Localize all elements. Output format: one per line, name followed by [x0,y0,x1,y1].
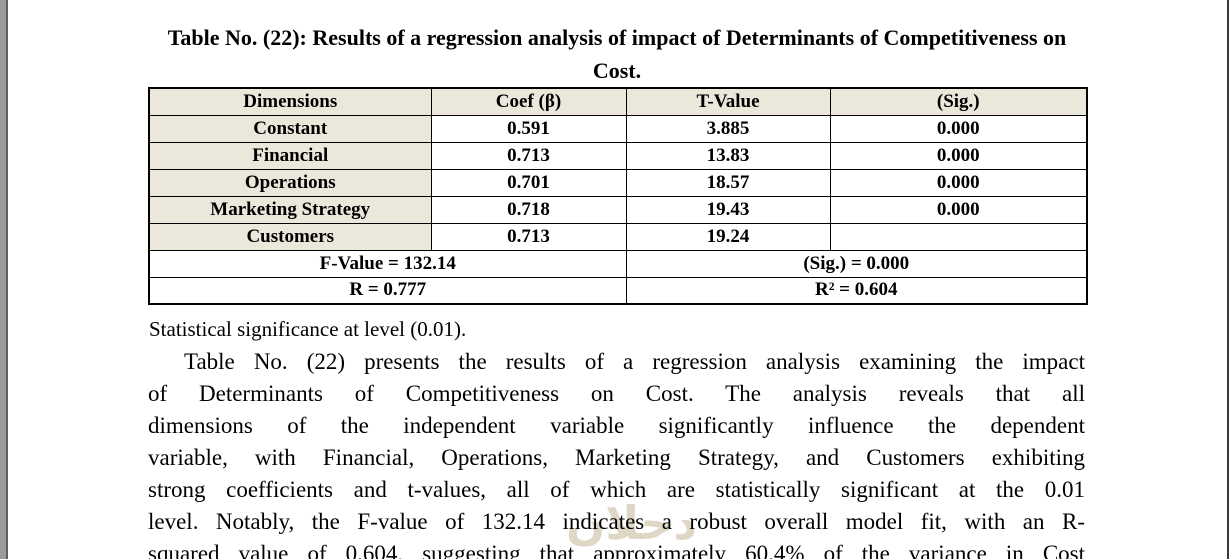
table-row: Operations 0.701 18.57 0.000 [148,168,1088,197]
paragraph-line: dimensions of the independent variable s… [148,413,1085,438]
page-left-edge-bar [0,0,6,559]
summary-row-r: R = 0.777 R² = 0.604 [148,276,1088,305]
cell-coef: 0.718 [430,195,627,224]
table-row: Customers 0.713 19.24 [148,222,1088,251]
cell-dimension: Customers [148,222,432,251]
cell-dimension: Operations [148,168,432,197]
cell-tvalue: 19.43 [625,195,831,224]
table-caption: Table No. (22): Results of a regression … [167,25,1067,83]
cell-coef: 0.713 [430,222,627,251]
cell-dimension: Financial [148,141,432,170]
header-dimensions: Dimensions [148,87,432,116]
analysis-paragraph: Table No. (22) presents the results of a… [148,346,1085,559]
table-row: Financial 0.713 13.83 0.000 [148,141,1088,170]
cell-dimension: Constant [148,114,432,143]
paragraph-line: strong coefficients and t-values, all of… [148,477,1085,502]
significance-note: Statistical significance at level (0.01)… [149,317,467,341]
cell-tvalue: 3.885 [625,114,831,143]
f-value-cell: F-Value = 132.14 [148,249,627,278]
cell-sig: 0.000 [829,168,1088,197]
paragraph-line: Table No. (22) presents the results of a… [184,349,1085,374]
sig-value-cell: (Sig.) = 0.000 [625,249,1088,278]
cell-sig: 0.000 [829,195,1088,224]
cell-sig: 0.000 [829,141,1088,170]
cell-coef: 0.713 [430,141,627,170]
summary-row-f: F-Value = 132.14 (Sig.) = 0.000 [148,249,1088,278]
table-header-row: Dimensions Coef (β) T-Value (Sig.) [148,87,1088,116]
cell-tvalue: 19.24 [625,222,831,251]
regression-results-table: Dimensions Coef (β) T-Value (Sig.) Const… [148,87,1088,305]
table-row: Constant 0.591 3.885 0.000 [148,114,1088,143]
page-right-edge-line [1227,0,1229,559]
cell-tvalue: 13.83 [625,141,831,170]
paragraph-line: level. Notably, the F-value of 132.14 in… [148,509,1085,534]
r-squared-cell: R² = 0.604 [625,276,1088,305]
table-row: Marketing Strategy 0.718 19.43 0.000 [148,195,1088,224]
header-tvalue: T-Value [625,87,831,116]
paragraph-line: squared value of 0.604, suggesting that … [148,541,1085,559]
cell-tvalue: 18.57 [625,168,831,197]
paragraph-line: of Determinants of Competitiveness on Co… [148,381,1085,406]
paragraph-line: variable, with Financial, Operations, Ma… [148,445,1085,470]
r-value-cell: R = 0.777 [148,276,627,305]
page-left-edge-line [6,0,8,559]
cell-coef: 0.591 [430,114,627,143]
header-coef: Coef (β) [430,87,627,116]
cell-dimension: Marketing Strategy [148,195,432,224]
header-sig: (Sig.) [829,87,1088,116]
cell-coef: 0.701 [430,168,627,197]
cell-sig [829,222,1088,251]
cell-sig: 0.000 [829,114,1088,143]
